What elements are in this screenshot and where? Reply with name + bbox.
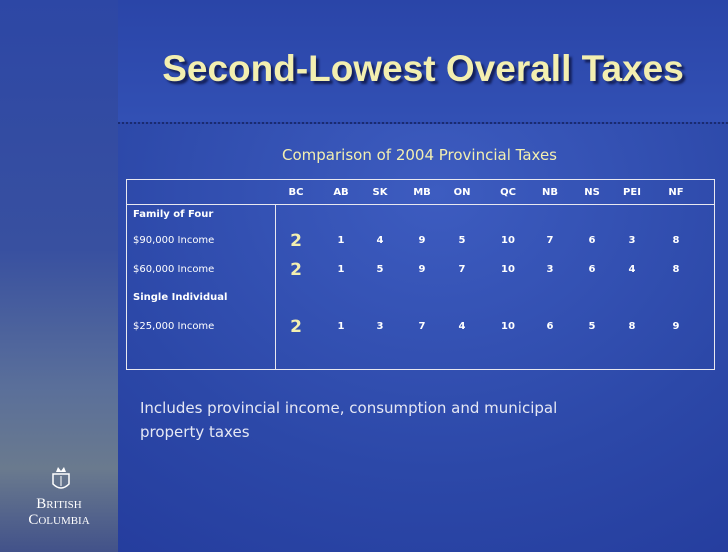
cell: 6 xyxy=(588,235,596,246)
cell: 7 xyxy=(458,264,466,275)
column-header: PEI xyxy=(623,187,641,198)
cell: 9 xyxy=(672,321,680,332)
crest xyxy=(52,467,70,489)
side-strip xyxy=(0,0,118,552)
column-header: NF xyxy=(668,187,684,198)
column-header: MB xyxy=(413,187,431,198)
cell: 5 xyxy=(376,264,384,275)
cell: 8 xyxy=(628,321,636,332)
cell: 1 xyxy=(337,235,345,246)
column-header: NB xyxy=(542,187,558,198)
column-header: NS xyxy=(584,187,600,198)
logo-text: British xyxy=(36,496,82,512)
row-label: $90,000 Income xyxy=(133,235,215,246)
cell: 1 xyxy=(337,264,345,275)
table-frame xyxy=(126,179,715,370)
cell: 5 xyxy=(588,321,596,332)
cell: 5 xyxy=(458,235,466,246)
cell: 3 xyxy=(628,235,636,246)
label-rule xyxy=(275,205,276,369)
column-header: BC xyxy=(288,187,304,198)
title: Second-Lowest Overall Taxes xyxy=(162,48,684,89)
column-header: SK xyxy=(372,187,388,198)
cell: 8 xyxy=(672,264,680,275)
section-label: Single Individual xyxy=(133,292,228,303)
cell: 2 xyxy=(290,260,302,280)
cell: 2 xyxy=(290,231,302,251)
logo-text: Columbia xyxy=(28,512,90,528)
column-header: AB xyxy=(333,187,349,198)
cell: 4 xyxy=(458,321,466,332)
cell: 6 xyxy=(588,264,596,275)
cell: 7 xyxy=(546,235,554,246)
cell: 4 xyxy=(376,235,384,246)
cell: 2 xyxy=(290,317,302,337)
cell: 7 xyxy=(418,321,426,332)
header-rule xyxy=(126,204,714,205)
subtitle: Comparison of 2004 Provincial Taxes xyxy=(282,146,557,164)
title-band xyxy=(118,0,728,124)
cell: 1 xyxy=(337,321,345,332)
row-label: $25,000 Income xyxy=(133,321,215,332)
cell: 9 xyxy=(418,264,426,275)
cell: 3 xyxy=(546,264,554,275)
cell: 3 xyxy=(376,321,384,332)
cell: 8 xyxy=(672,235,680,246)
cell: 10 xyxy=(501,235,515,246)
column-header: ON xyxy=(453,187,471,198)
note: Includes provincial income, consumption … xyxy=(140,399,558,441)
section-label: Family of Four xyxy=(133,209,214,220)
column-header: QC xyxy=(500,187,516,198)
row-label: $60,000 Income xyxy=(133,264,215,275)
cell: 10 xyxy=(501,321,515,332)
cell: 4 xyxy=(628,264,636,275)
cell: 6 xyxy=(546,321,554,332)
cell: 9 xyxy=(418,235,426,246)
cell: 10 xyxy=(501,264,515,275)
